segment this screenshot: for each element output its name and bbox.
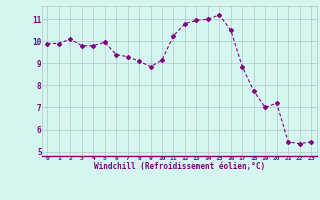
X-axis label: Windchill (Refroidissement éolien,°C): Windchill (Refroidissement éolien,°C) xyxy=(94,162,265,171)
